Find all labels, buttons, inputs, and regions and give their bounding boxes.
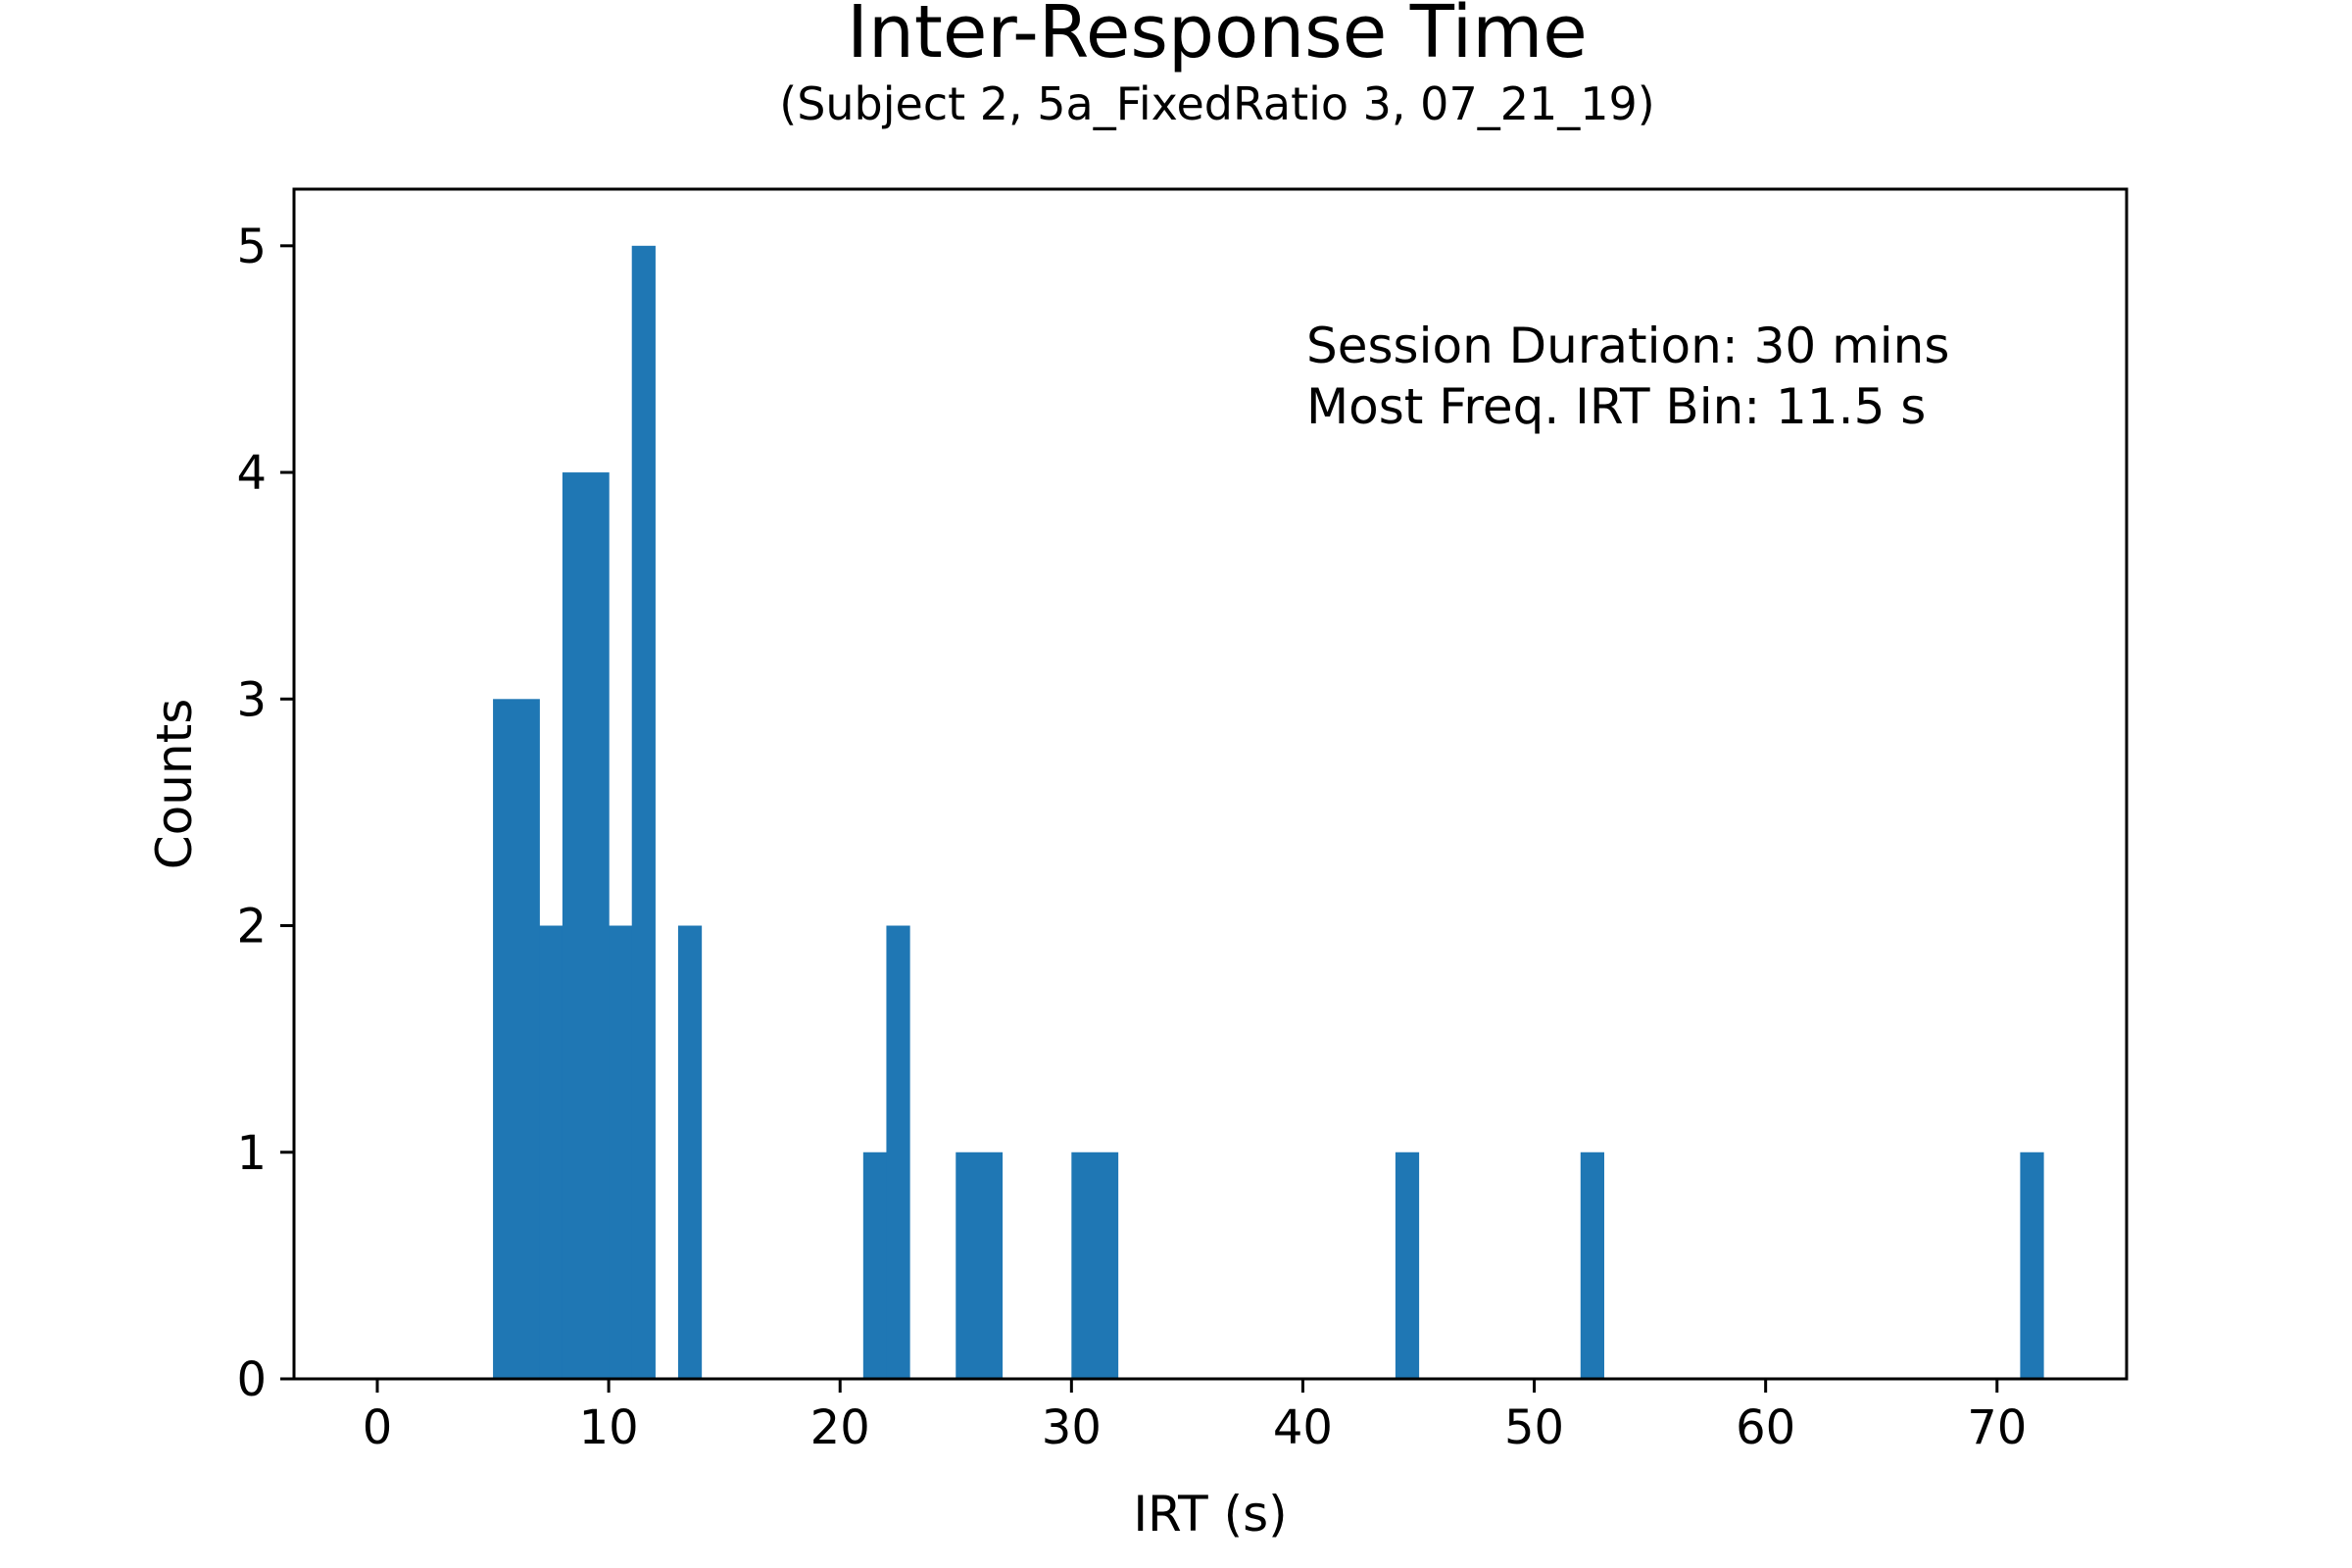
x-tick-label: 0 — [363, 1400, 393, 1455]
histogram-bar — [631, 245, 656, 1379]
y-tick-label: 1 — [236, 1126, 267, 1181]
histogram-bar — [862, 1152, 888, 1379]
histogram-bar — [956, 1152, 1004, 1379]
histogram-bar — [1580, 1152, 1604, 1379]
chart-subtitle: (Subject 2, 5a_FixedRatio 3, 07_21_19) — [779, 77, 1654, 130]
x-tick-label: 20 — [810, 1400, 870, 1455]
histogram-bar — [539, 925, 564, 1379]
histogram-bar — [1071, 1152, 1119, 1379]
histogram-bar — [1395, 1152, 1420, 1379]
y-tick-label: 4 — [236, 446, 267, 501]
annotation-line: Most Freq. IRT Bin: 11.5 s — [1306, 378, 1926, 435]
annotation-line: Session Duration: 30 mins — [1306, 318, 1949, 374]
histogram-bar — [562, 472, 610, 1379]
x-tick-label: 60 — [1736, 1400, 1795, 1455]
ticks-group: 0 10 20 30 40 50 60 70 0 1 2 3 4 5 — [236, 220, 2027, 1455]
histogram-bar — [609, 925, 633, 1379]
y-tick-label: 2 — [236, 900, 267, 955]
y-tick-label: 0 — [236, 1352, 267, 1407]
x-tick-label: 10 — [579, 1400, 639, 1455]
y-axis-label: Counts — [146, 699, 203, 870]
x-tick-label: 30 — [1042, 1400, 1102, 1455]
x-tick-label: 50 — [1504, 1400, 1564, 1455]
y-tick-label: 3 — [236, 672, 267, 727]
histogram-bar — [677, 925, 703, 1379]
histogram-bar — [886, 925, 910, 1379]
histogram-bar — [493, 699, 540, 1379]
plot-frame — [292, 187, 2129, 1381]
x-tick-label: 40 — [1273, 1400, 1333, 1455]
x-tick-label: 70 — [1967, 1400, 2027, 1455]
chart-title: Inter-Response Time — [847, 0, 1588, 74]
y-tick-label: 5 — [236, 220, 267, 274]
x-axis-label: IRT (s) — [1133, 1486, 1287, 1543]
histogram-bar — [2020, 1152, 2044, 1379]
bars-group — [493, 245, 2044, 1379]
